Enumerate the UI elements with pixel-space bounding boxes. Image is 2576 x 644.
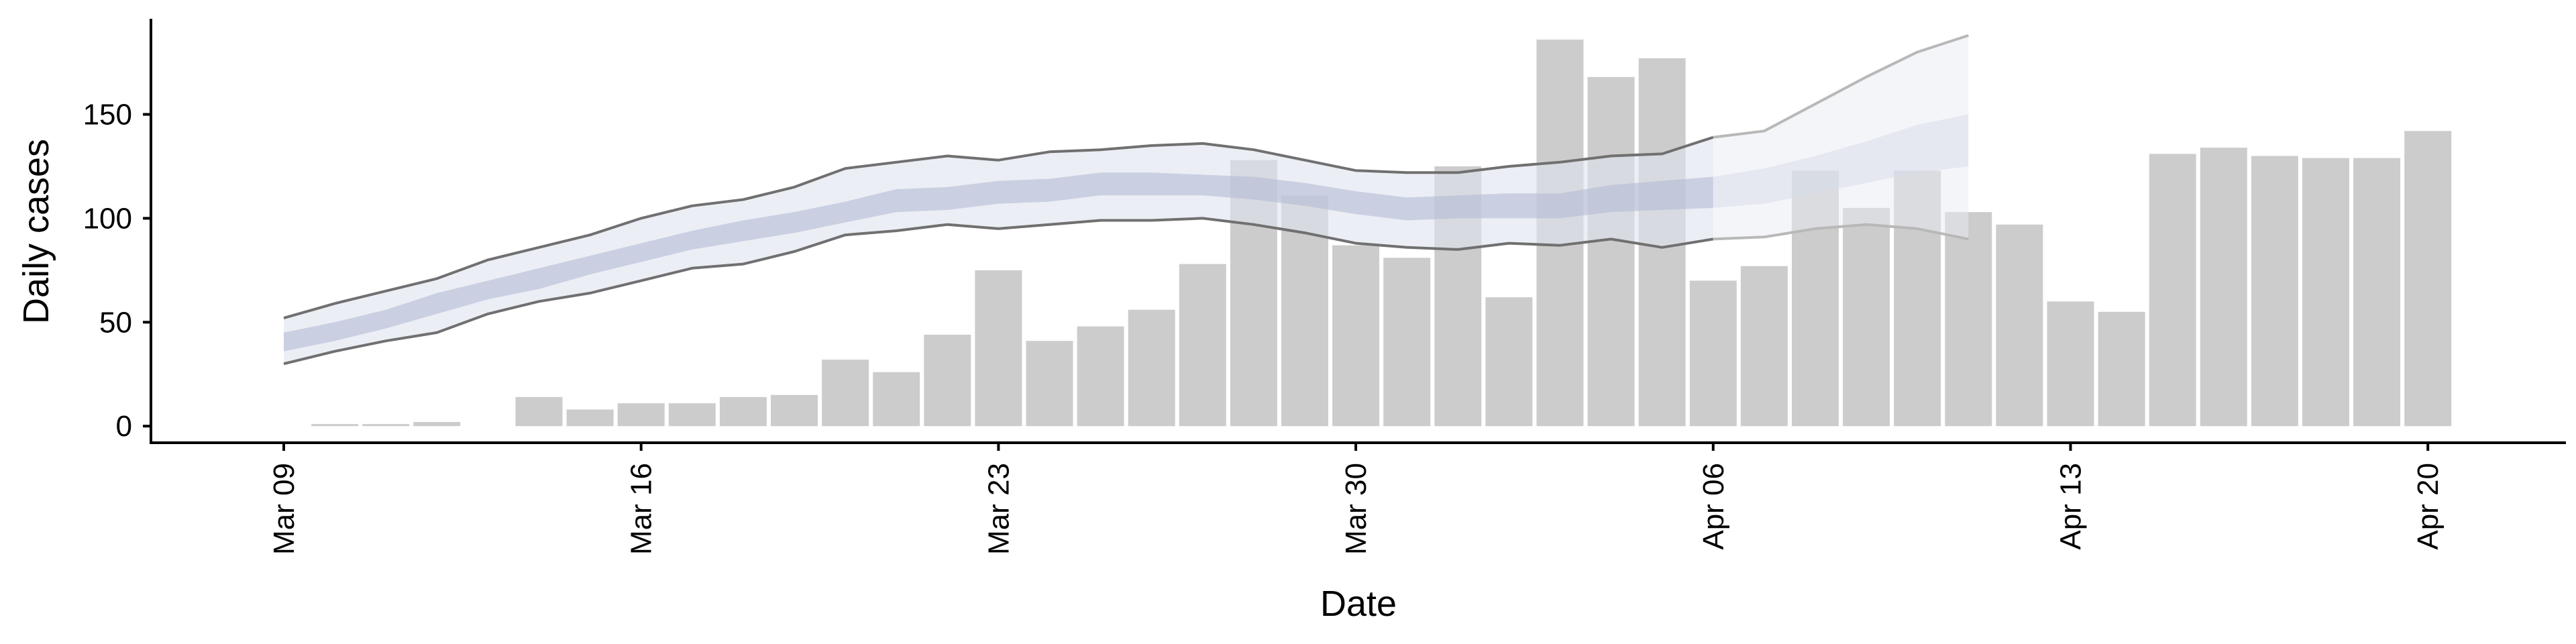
projection-upper-line: [1713, 34, 1969, 139]
y-tick-label-100: 100: [83, 202, 132, 235]
bar-mar-14: [515, 396, 563, 427]
bar-apr-12: [1996, 224, 2043, 427]
bar-apr-13: [2047, 301, 2094, 427]
bars-layer: [311, 39, 2452, 427]
bar-apr-06: [1689, 280, 1737, 427]
bar-apr-02: [1485, 297, 1533, 427]
estimate-inner-band: [284, 172, 1713, 352]
bar-mar-24: [1026, 341, 1073, 427]
bar-apr-11: [1945, 212, 1992, 427]
bar-mar-15: [566, 409, 614, 427]
bar-apr-19: [2353, 158, 2401, 427]
y-tick-label-0: 0: [116, 410, 132, 443]
bar-apr-07: [1740, 266, 1788, 427]
bar-apr-15: [2149, 154, 2196, 427]
bar-mar-26: [1128, 309, 1175, 427]
bar-apr-20: [2404, 131, 2452, 427]
bar-mar-16: [617, 403, 665, 427]
bar-mar-23: [975, 270, 1022, 427]
x-tick-label-mar-23: Mar 23: [982, 463, 1015, 555]
bar-mar-31: [1383, 258, 1431, 427]
y-tick-label-150: 150: [83, 99, 132, 131]
bar-apr-16: [2200, 148, 2247, 427]
bar-apr-18: [2302, 158, 2349, 427]
y-axis-title: Daily cases: [16, 139, 56, 324]
bar-apr-14: [2098, 311, 2145, 427]
bar-mar-30: [1332, 245, 1380, 427]
estimate-band-layer: [283, 34, 1969, 366]
bar-apr-09: [1843, 207, 1890, 427]
bar-mar-20: [822, 360, 869, 427]
x-tick-label-apr-06: Apr 06: [1697, 463, 1730, 550]
bar-mar-11: [362, 424, 410, 427]
projection-inner-band: [1713, 114, 1969, 208]
x-tick-label-apr-20: Apr 20: [2412, 463, 2445, 550]
bar-mar-18: [719, 396, 767, 427]
bar-apr-04: [1587, 76, 1635, 427]
bar-apr-17: [2251, 156, 2298, 427]
x-tick-label-mar-09: Mar 09: [268, 463, 301, 555]
y-tick-label-50: 50: [99, 306, 132, 339]
bar-mar-12: [413, 422, 461, 427]
bar-mar-22: [924, 334, 971, 427]
bar-mar-27: [1179, 264, 1226, 427]
bar-mar-17: [668, 403, 716, 427]
bar-mar-19: [771, 394, 818, 427]
x-tick-label-mar-16: Mar 16: [625, 463, 658, 555]
estimate-upper-line: [283, 136, 1714, 320]
x-tick-label-mar-30: Mar 30: [1340, 463, 1373, 555]
axes-layer: 0 50 100 150 Mar 09 Mar 16 Mar 23 Mar 30 Apr 06 A…: [83, 19, 2566, 555]
projection-lower-line: [1713, 223, 1969, 241]
estimate-lower-line: [283, 217, 1714, 366]
bar-mar-10: [311, 424, 359, 427]
x-axis-title: Date: [1320, 584, 1397, 624]
x-tick-label-apr-13: Apr 13: [2055, 463, 2088, 550]
bar-mar-21: [873, 372, 920, 427]
bar-mar-25: [1077, 326, 1124, 427]
